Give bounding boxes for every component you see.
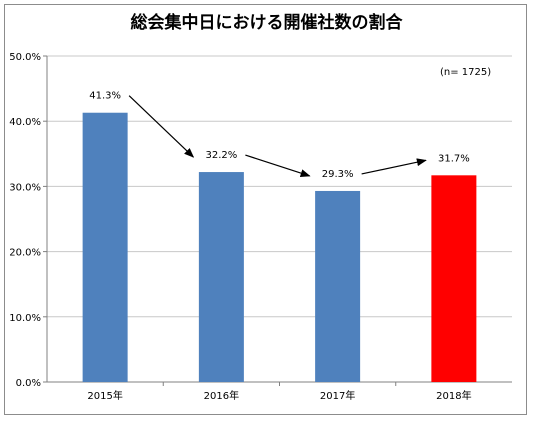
data-label: 31.7% — [438, 153, 470, 164]
bar — [315, 190, 361, 382]
chart-title: 総会集中日における開催社数の割合 — [130, 13, 403, 33]
bar — [82, 112, 128, 382]
x-tick-label: 2018年 — [436, 389, 471, 402]
trend-arrow — [245, 154, 311, 177]
y-tick-label: 20.0% — [9, 248, 41, 259]
y-tick-label: 10.0% — [9, 313, 41, 324]
bar — [198, 172, 244, 382]
data-label: 32.2% — [205, 150, 237, 161]
x-tick-label: 2016年 — [204, 389, 239, 402]
y-tick-label: 40.0% — [9, 117, 41, 128]
x-tick-label: 2015年 — [87, 389, 122, 402]
y-tick-label: 0.0% — [16, 378, 41, 389]
sample-size-note: (n= 1725) — [440, 67, 491, 78]
x-tick-label: 2017年 — [320, 389, 355, 402]
y-tick-label: 30.0% — [9, 182, 41, 193]
trend-arrow — [361, 158, 427, 175]
y-tick-label: 50.0% — [9, 52, 41, 63]
data-label: 41.3% — [89, 91, 121, 102]
bar — [431, 175, 477, 382]
data-label: 29.3% — [322, 169, 354, 180]
trend-arrow — [128, 95, 195, 158]
